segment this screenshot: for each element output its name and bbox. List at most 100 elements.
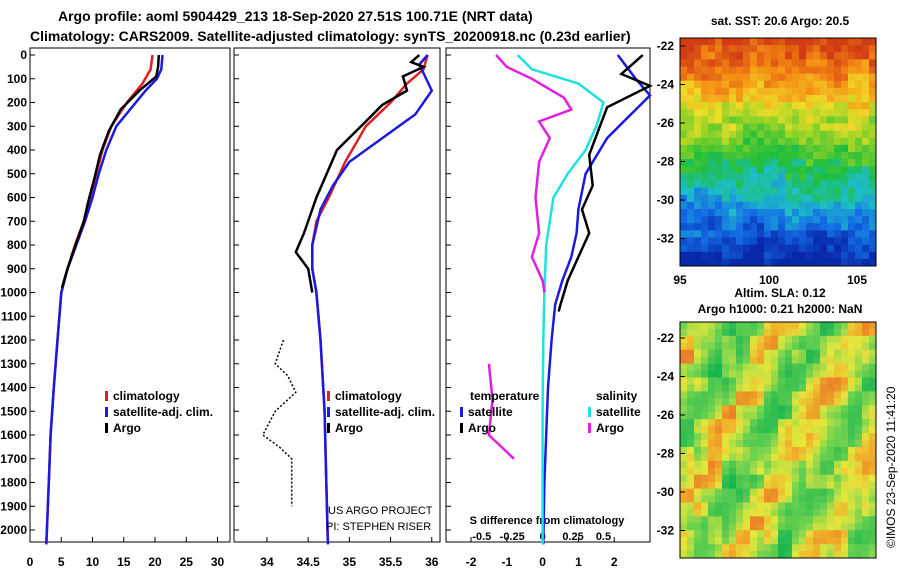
sst-map-cell: [701, 66, 709, 75]
sla-map-cell: [862, 460, 870, 469]
sla-map-cell: [806, 370, 814, 379]
y-tick-label: 1800: [0, 476, 27, 490]
sla-map-cell: [792, 398, 800, 406]
sla-map-cell: [869, 523, 877, 531]
sla-map-cell: [750, 370, 758, 379]
sla-map-cell: [792, 405, 800, 413]
sla-map-cell: [680, 342, 688, 351]
sla-map-cell: [701, 446, 709, 455]
sst-map-cell: [834, 95, 842, 103]
sst-map-cell: [820, 152, 828, 160]
sst-map-cell: [715, 123, 723, 132]
sst-map-cell: [687, 258, 695, 267]
sst-map-cell: [820, 187, 828, 196]
sla-map-cell: [764, 356, 772, 365]
sla-map-cell: [701, 523, 709, 531]
sst-map-cell: [778, 59, 786, 67]
sst-map-cell: [813, 173, 821, 181]
sla-map-cell: [827, 495, 835, 503]
sla-map-cell: [701, 495, 709, 503]
sla-map-cell: [862, 509, 870, 517]
sst-map-cell: [855, 52, 863, 60]
sla-map-cell: [834, 370, 842, 379]
sst-map-cell: [757, 244, 765, 253]
sst-map-cell: [736, 187, 744, 196]
sst-map-cell: [764, 95, 772, 103]
sst-map-cell: [799, 194, 807, 203]
sst-map-cell: [806, 137, 814, 146]
sla-map-cell: [778, 467, 786, 476]
sst-map-cell: [799, 130, 807, 139]
sst-map-cell: [799, 38, 807, 46]
sla-map-cell: [820, 481, 828, 490]
sst-map-cell: [785, 244, 793, 253]
sla-map-cell: [757, 322, 765, 330]
sst-map-cell: [778, 230, 786, 238]
sla-map-lat-label: -32: [657, 524, 675, 538]
sla-map-cell: [715, 474, 723, 483]
sst-map-cell: [722, 237, 730, 246]
sst-map-cell: [722, 209, 730, 217]
sla-map-cell: [785, 412, 793, 420]
sla-map-cell: [792, 530, 800, 538]
sla-map-cell: [778, 349, 786, 358]
sla-map-cell: [708, 495, 716, 503]
sla-map-cell: [729, 488, 737, 497]
sla-map-cell: [792, 349, 800, 358]
sst-map-cell: [729, 130, 737, 139]
difference-panel-frame: [445, 47, 651, 543]
sst-map-cell: [827, 137, 835, 146]
y-tick-label: 1400: [0, 381, 27, 395]
sla-map-cell: [750, 516, 758, 524]
sla-map-cell: [687, 488, 695, 497]
sla-map-cell: [757, 370, 765, 379]
sst-map-cell: [799, 137, 807, 146]
sst-map-cell: [764, 80, 772, 89]
sst-map-cell: [827, 95, 835, 103]
legend-swatch: [327, 391, 330, 401]
sla-map-cell: [813, 460, 821, 469]
sla-map-cell: [848, 481, 856, 490]
sst-map-cell: [736, 201, 744, 210]
sla-map-cell: [771, 509, 779, 517]
sla-map-cell: [827, 426, 835, 434]
sla-map-cell: [813, 342, 821, 351]
sla-map-cell: [694, 377, 702, 385]
sst-map-cell: [722, 223, 730, 231]
sst-map-cell: [680, 166, 688, 174]
sla-map-cell: [785, 370, 793, 379]
sst-map-cell: [694, 223, 702, 231]
sst-map-cell: [778, 166, 786, 174]
sst-map-cell: [687, 173, 695, 181]
sla-map-cell: [792, 322, 800, 330]
sla-map-cell: [834, 349, 842, 358]
sst-map-cell: [841, 166, 849, 174]
legend-heading-salinity: salinity: [596, 389, 638, 403]
sst-map-cell: [792, 223, 800, 231]
sla-map-cell: [848, 391, 856, 399]
sst-map-cell: [736, 244, 744, 253]
sla-map-cell: [778, 537, 786, 545]
sst-map-cell: [757, 251, 765, 260]
sla-map-cell: [799, 495, 807, 503]
sst-map-cell: [680, 52, 688, 60]
sst-map-cell: [729, 194, 737, 203]
sst-map-cell: [715, 216, 723, 224]
sst-map-cell: [736, 59, 744, 67]
sst-map-cell: [694, 251, 702, 260]
sst-map-cell: [736, 52, 744, 60]
sst-map-cell: [799, 173, 807, 181]
sst-map-cell: [792, 109, 800, 117]
sla-map-cell: [834, 551, 842, 559]
sla-map-cell: [701, 419, 709, 427]
sla-map-cell: [855, 322, 863, 330]
sla-map-cell: [862, 349, 870, 358]
legend-label: satellite: [468, 405, 513, 419]
sla-map-cell: [841, 516, 849, 524]
sst-map-cell: [680, 237, 688, 246]
sst-map-cell: [848, 258, 856, 267]
sla-map-cell: [743, 502, 751, 510]
sla-map-cell: [701, 467, 709, 476]
sst-map-cell: [729, 244, 737, 253]
sla-map-cell: [680, 481, 688, 490]
